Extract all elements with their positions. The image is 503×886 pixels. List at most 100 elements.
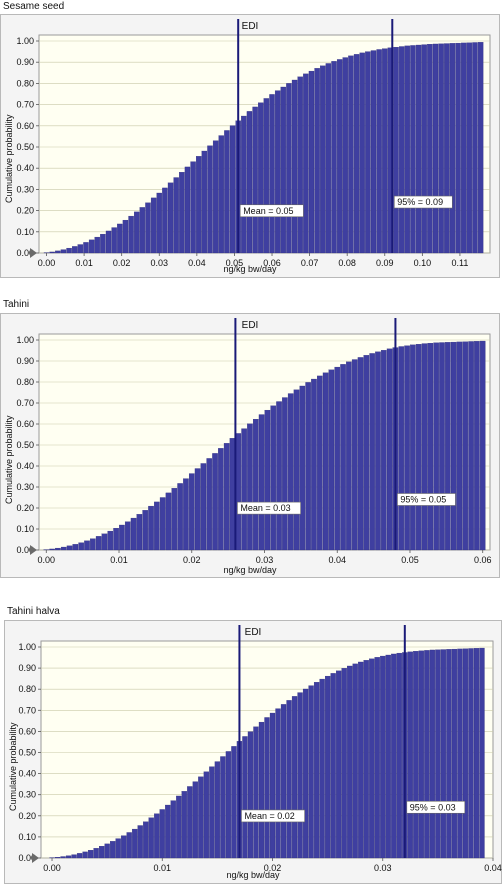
bar <box>142 510 148 551</box>
bar <box>203 771 209 859</box>
bar <box>461 42 467 254</box>
bar <box>385 654 391 859</box>
bar <box>451 648 458 859</box>
bar <box>235 433 242 551</box>
bar <box>78 542 84 551</box>
bar <box>224 130 230 254</box>
bar <box>60 249 67 254</box>
bar <box>435 649 441 859</box>
bar <box>427 342 434 551</box>
bar <box>154 501 160 551</box>
bar <box>115 838 121 859</box>
y-tick-label: 0.00 <box>16 545 34 555</box>
bar <box>225 751 232 859</box>
bar <box>139 207 146 254</box>
chart-svg: 0.00 0.10 0.20 0.30 0.40 0.50 0.60 0.70 0.80 0.90… <box>16 318 491 565</box>
bar <box>231 746 237 859</box>
mean-label-box <box>239 204 304 218</box>
y-tick-label: 0.80 <box>16 78 34 88</box>
bar <box>415 44 422 254</box>
bar <box>76 853 83 859</box>
bar <box>376 49 382 254</box>
bar <box>311 378 317 551</box>
bar <box>214 761 221 859</box>
bar <box>49 548 55 551</box>
bar <box>184 166 191 254</box>
mean-label-box <box>241 809 305 823</box>
bar <box>308 685 314 859</box>
bar <box>247 423 253 551</box>
bar <box>325 63 332 254</box>
bar <box>179 172 185 254</box>
bar <box>190 161 196 254</box>
chart-title: EDI <box>244 627 262 638</box>
y-tick-label: 1.00 <box>16 335 34 345</box>
bar <box>319 678 325 859</box>
x-tick-label: 0.03 <box>256 555 274 565</box>
y-tick-label: 0.20 <box>16 503 34 513</box>
bar <box>176 795 182 859</box>
chart-panel-sesame-seed: EDI Cumulative probability ng/kg bw/day … <box>0 14 500 278</box>
bar <box>342 57 348 254</box>
y-tick-label: 0.10 <box>16 227 34 237</box>
bar <box>314 68 320 254</box>
bar <box>143 821 149 859</box>
bar <box>369 658 375 859</box>
bar <box>99 846 105 859</box>
x-tick-label: 0.00 <box>43 863 61 873</box>
bar <box>410 344 416 551</box>
bar <box>297 76 303 254</box>
y-tick-label: 0.50 <box>18 748 36 758</box>
bar <box>95 536 102 551</box>
bar <box>188 473 195 551</box>
y-tick-label: 0.60 <box>18 726 36 736</box>
bar <box>445 342 451 551</box>
y-tick-label: 0.90 <box>16 57 34 67</box>
bar <box>351 359 358 551</box>
mean-label-box <box>237 501 301 515</box>
y-tick-label: 0.30 <box>18 790 36 800</box>
chart-svg: 0.00 0.10 0.20 0.30 0.40 0.50 0.60 0.70 0.80 0.90… <box>18 625 502 873</box>
y-tick-label: 1.00 <box>18 642 36 652</box>
bar <box>84 540 90 551</box>
bar <box>297 692 303 859</box>
y-tick-label: 1.00 <box>16 36 34 46</box>
bar <box>308 70 315 254</box>
bar <box>264 409 271 551</box>
bar <box>375 351 381 551</box>
bar <box>477 42 484 254</box>
p95-label: 95% = 0.09 <box>397 197 443 207</box>
bar <box>183 478 189 551</box>
bar <box>291 696 298 859</box>
bar <box>71 854 77 859</box>
bar <box>252 106 258 254</box>
bar <box>241 115 247 254</box>
bar <box>374 657 380 859</box>
bar <box>455 42 461 254</box>
bar <box>462 648 469 859</box>
x-tick-label: 0.03 <box>151 258 169 268</box>
bar <box>159 497 166 551</box>
bar <box>438 43 444 254</box>
bar <box>212 453 218 551</box>
bar <box>421 343 428 551</box>
bar <box>347 665 353 859</box>
bar <box>269 712 276 859</box>
bar <box>274 90 281 254</box>
bar <box>336 59 343 254</box>
bar <box>280 86 286 254</box>
bar <box>363 660 369 859</box>
bar <box>427 44 433 254</box>
bar <box>246 111 253 254</box>
bar <box>90 538 96 551</box>
bar <box>229 125 236 254</box>
bar <box>398 346 405 551</box>
y-tick-label: 0.30 <box>16 482 34 492</box>
bar <box>424 650 430 859</box>
x-tick-label: 0.07 <box>301 258 319 268</box>
bar <box>117 223 123 254</box>
bar <box>111 227 117 254</box>
bar <box>386 348 393 551</box>
bar <box>173 177 179 254</box>
bar <box>110 841 116 859</box>
